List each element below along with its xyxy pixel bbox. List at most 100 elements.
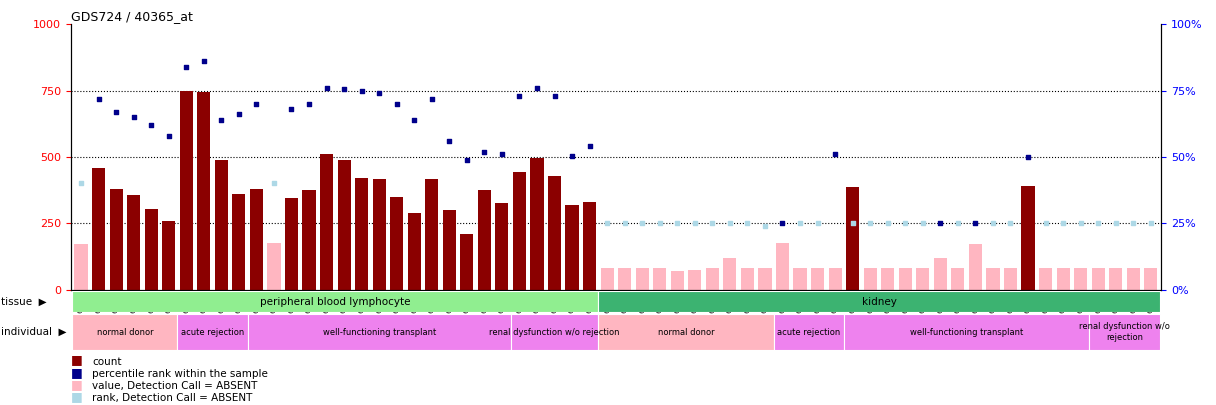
Bar [426, 179, 438, 290]
Bar [443, 210, 456, 290]
Bar [128, 195, 140, 290]
Point [878, 220, 897, 226]
Bar [601, 269, 614, 290]
Bar [548, 175, 561, 290]
Text: acute rejection: acute rejection [777, 328, 840, 337]
Bar [178, 314, 248, 350]
Bar [372, 179, 385, 290]
Bar [1092, 269, 1104, 290]
Point [176, 64, 196, 70]
Bar [1090, 314, 1160, 350]
Bar [1004, 269, 1017, 290]
Point [685, 220, 704, 226]
Text: acute rejection: acute rejection [181, 328, 244, 337]
Text: ■: ■ [71, 366, 83, 379]
Bar [232, 194, 246, 290]
Bar [724, 258, 737, 290]
Text: well-functioning transplant: well-functioning transplant [322, 328, 435, 337]
Bar [846, 188, 860, 290]
Bar [671, 271, 683, 290]
Text: GDS724 / 40365_at: GDS724 / 40365_at [71, 10, 192, 23]
Point [1001, 220, 1020, 226]
Point [720, 220, 739, 226]
Point [668, 220, 687, 226]
Point [439, 138, 458, 144]
Point [826, 151, 845, 158]
Bar [636, 269, 649, 290]
Bar [145, 209, 158, 290]
Text: peripheral blood lymphocyte: peripheral blood lymphocyte [260, 297, 411, 307]
Point [807, 220, 827, 226]
Bar [844, 314, 1090, 350]
Text: ■: ■ [71, 354, 83, 367]
Point [334, 86, 354, 92]
Bar [268, 243, 281, 290]
Bar [390, 197, 404, 290]
Bar [1144, 269, 1158, 290]
Point [632, 220, 652, 226]
Point [580, 143, 599, 149]
Point [195, 58, 214, 65]
Text: normal donor: normal donor [658, 328, 714, 337]
Bar [1021, 186, 1035, 290]
Point [597, 220, 617, 226]
Bar [92, 168, 105, 290]
Point [966, 220, 985, 226]
Bar [74, 245, 88, 290]
Bar [249, 189, 263, 290]
Point [229, 111, 248, 118]
Point [895, 220, 914, 226]
Point [755, 223, 775, 229]
Point [703, 220, 722, 226]
Bar [582, 202, 596, 290]
Point [124, 114, 143, 120]
Bar [882, 269, 894, 290]
Point [141, 122, 161, 128]
Bar [530, 158, 544, 290]
Point [89, 95, 108, 102]
Point [351, 87, 371, 94]
Point [545, 93, 564, 99]
Bar [565, 205, 579, 290]
Text: tissue  ▶: tissue ▶ [1, 297, 47, 307]
Text: percentile rank within the sample: percentile rank within the sample [92, 369, 269, 379]
Text: count: count [92, 356, 122, 367]
Bar [1109, 269, 1122, 290]
Bar [863, 269, 877, 290]
Point [282, 106, 302, 113]
Point [159, 132, 179, 139]
Text: individual  ▶: individual ▶ [1, 327, 67, 337]
Bar [72, 314, 178, 350]
Bar [1127, 269, 1139, 290]
Point [562, 152, 581, 159]
Bar [598, 291, 1160, 312]
Bar [355, 178, 368, 290]
Point [1071, 220, 1091, 226]
Text: value, Detection Call = ABSENT: value, Detection Call = ABSENT [92, 381, 258, 391]
Bar [773, 314, 844, 350]
Point [106, 109, 125, 115]
Bar [759, 269, 771, 290]
Point [212, 117, 231, 123]
Point [1124, 220, 1143, 226]
Text: renal dysfunction w/o
rejection: renal dysfunction w/o rejection [1079, 322, 1170, 342]
Point [948, 220, 968, 226]
Point [1088, 220, 1108, 226]
Bar [248, 314, 511, 350]
Bar [109, 189, 123, 290]
Bar [598, 314, 773, 350]
Point [457, 156, 477, 163]
Point [913, 220, 933, 226]
Point [474, 148, 494, 155]
Bar [776, 243, 789, 290]
Bar [741, 269, 754, 290]
Bar [215, 160, 227, 290]
Bar [320, 154, 333, 290]
Point [510, 93, 529, 99]
Point [790, 220, 810, 226]
Point [299, 100, 319, 107]
Text: ■: ■ [71, 378, 83, 391]
Point [387, 100, 406, 107]
Bar [303, 190, 316, 290]
Bar [338, 160, 350, 290]
